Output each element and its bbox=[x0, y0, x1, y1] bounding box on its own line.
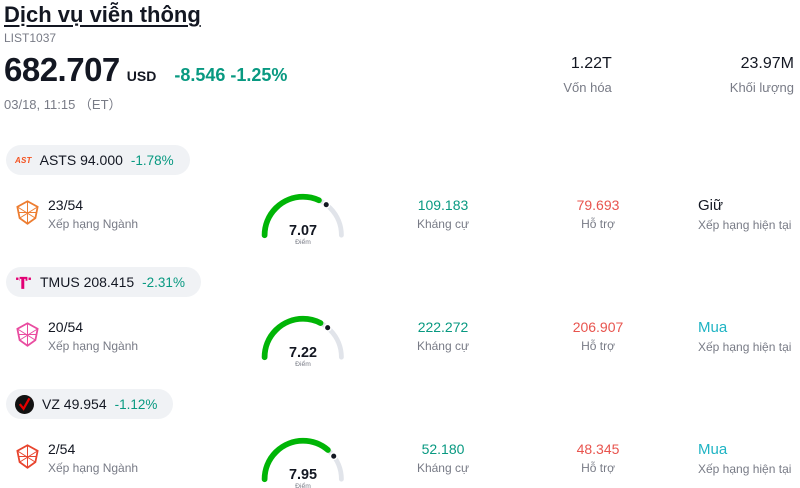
timestamp: 03/18, 11:15 （ET） bbox=[4, 97, 122, 112]
rating-label: Xếp hạng hiện tại bbox=[698, 340, 792, 354]
index-change: -8.546 -1.25% bbox=[174, 65, 288, 85]
score-gauge: 7.22 Điểm bbox=[261, 315, 345, 368]
index-price: 682.707 bbox=[4, 51, 120, 88]
score-label: Điểm bbox=[295, 482, 311, 488]
page-title: Dịch vụ viễn thông bbox=[4, 2, 201, 27]
stock-price: 49.954 bbox=[63, 396, 107, 412]
rating-label: Xếp hạng hiện tại bbox=[698, 462, 792, 476]
resistance-label: Kháng cự bbox=[416, 461, 470, 475]
support-value: 48.345 bbox=[576, 441, 620, 457]
stock-pill-asts[interactable]: AST ASTS 94.000 -1.78% bbox=[6, 145, 190, 175]
gauge-dot bbox=[323, 323, 332, 332]
rating-label: Xếp hạng hiện tại bbox=[698, 218, 792, 232]
rating-value: Mua bbox=[698, 319, 728, 336]
sector-rank-label: Xếp hạng Ngành bbox=[48, 217, 139, 231]
gauge-dot bbox=[329, 452, 338, 461]
stock-section-tmus: TMUS 208.415 -2.31% 20/54 Xếp hạng Ngành bbox=[4, 267, 796, 389]
vz-logo-icon bbox=[15, 394, 34, 414]
stock-change: -1.12% bbox=[114, 396, 158, 412]
score-gauge: 7.95 Điểm bbox=[261, 437, 345, 488]
sector-shield-icon bbox=[16, 444, 39, 469]
stock-symbol-price: VZ 49.954 bbox=[42, 396, 107, 412]
stock-section-asts: AST ASTS 94.000 -1.78% 23/54 Xếp hạng Ng… bbox=[4, 145, 796, 267]
resistance-label: Kháng cự bbox=[416, 217, 470, 231]
currency-label: USD bbox=[126, 68, 157, 84]
support-label: Hỗ trợ bbox=[581, 217, 615, 231]
volume-label: Khối lượng bbox=[729, 80, 794, 95]
sector-rank: 2/54 bbox=[48, 441, 76, 457]
stock-symbol-price: TMUS 208.415 bbox=[40, 274, 134, 290]
resistance-value: 52.180 bbox=[421, 441, 465, 457]
resistance-value: 222.272 bbox=[417, 319, 469, 335]
stock-price: 94.000 bbox=[80, 152, 123, 168]
score-gauge: 7.07 Điểm bbox=[261, 193, 345, 246]
sector-shield-icon bbox=[16, 322, 39, 347]
volume-value: 23.97M bbox=[740, 55, 794, 72]
stock-pill-tmus[interactable]: TMUS 208.415 -2.31% bbox=[6, 267, 201, 297]
support-value: 206.907 bbox=[572, 319, 624, 335]
sector-rank-label: Xếp hạng Ngành bbox=[48, 339, 139, 353]
score-label: Điểm bbox=[295, 360, 311, 368]
stock-symbol: ASTS bbox=[39, 152, 77, 168]
stock-row[interactable]: 2/54 Xếp hạng Ngành 7.95 Điểm 52.180 Khá… bbox=[4, 419, 796, 488]
asts-logo-icon: AST bbox=[15, 155, 32, 165]
score-value: 7.95 bbox=[289, 467, 317, 483]
score-label: Điểm bbox=[295, 238, 311, 246]
stock-row[interactable]: 23/54 Xếp hạng Ngành 7.07 Điểm 109.183 K… bbox=[4, 175, 796, 267]
rating-value: Mua bbox=[698, 441, 728, 458]
stock-symbol-price: ASTS 94.000 bbox=[40, 152, 123, 168]
sector-rank: 23/54 bbox=[48, 197, 84, 213]
resistance-value: 109.183 bbox=[417, 197, 469, 213]
stock-row[interactable]: 20/54 Xếp hạng Ngành 7.22 Điểm 222.272 K… bbox=[4, 297, 796, 389]
rating-value: Giữ bbox=[698, 197, 724, 214]
header-stats: 1.22T Vốn hóa 23.97M Khối lượng bbox=[563, 51, 796, 113]
support-label: Hỗ trợ bbox=[581, 339, 615, 353]
score-value: 7.22 bbox=[289, 345, 317, 361]
sector-rank-label: Xếp hạng Ngành bbox=[48, 461, 139, 475]
support-value: 79.693 bbox=[576, 197, 620, 213]
list-id: LIST1037 bbox=[4, 31, 57, 45]
stock-price: 208.415 bbox=[83, 274, 135, 290]
score-value: 7.07 bbox=[289, 223, 317, 239]
market-cap-label: Vốn hóa bbox=[563, 80, 612, 95]
market-cap-value: 1.22T bbox=[570, 55, 612, 72]
stock-symbol: TMUS bbox=[40, 274, 80, 290]
stock-change: -1.78% bbox=[130, 152, 174, 168]
market-cap-stat: 1.22T Vốn hóa bbox=[563, 55, 611, 113]
sector-rank: 20/54 bbox=[48, 319, 84, 335]
stock-change: -2.31% bbox=[142, 274, 185, 290]
volume-stat: 23.97M Khối lượng bbox=[730, 55, 794, 113]
stock-symbol: VZ bbox=[42, 396, 60, 412]
stock-section-vz: VZ 49.954 -1.12% 2/54 Xếp hạng Ngành bbox=[4, 389, 796, 488]
support-label: Hỗ trợ bbox=[581, 461, 615, 475]
tmus-logo-icon bbox=[16, 276, 31, 289]
gauge-dot bbox=[322, 200, 331, 209]
sector-shield-icon bbox=[16, 200, 39, 225]
stock-pill-vz[interactable]: VZ 49.954 -1.12% bbox=[6, 389, 174, 419]
price-header: 682.707 USD -8.546 -1.25% 03/18, 11:15 （… bbox=[4, 51, 796, 113]
resistance-label: Kháng cự bbox=[416, 339, 470, 353]
